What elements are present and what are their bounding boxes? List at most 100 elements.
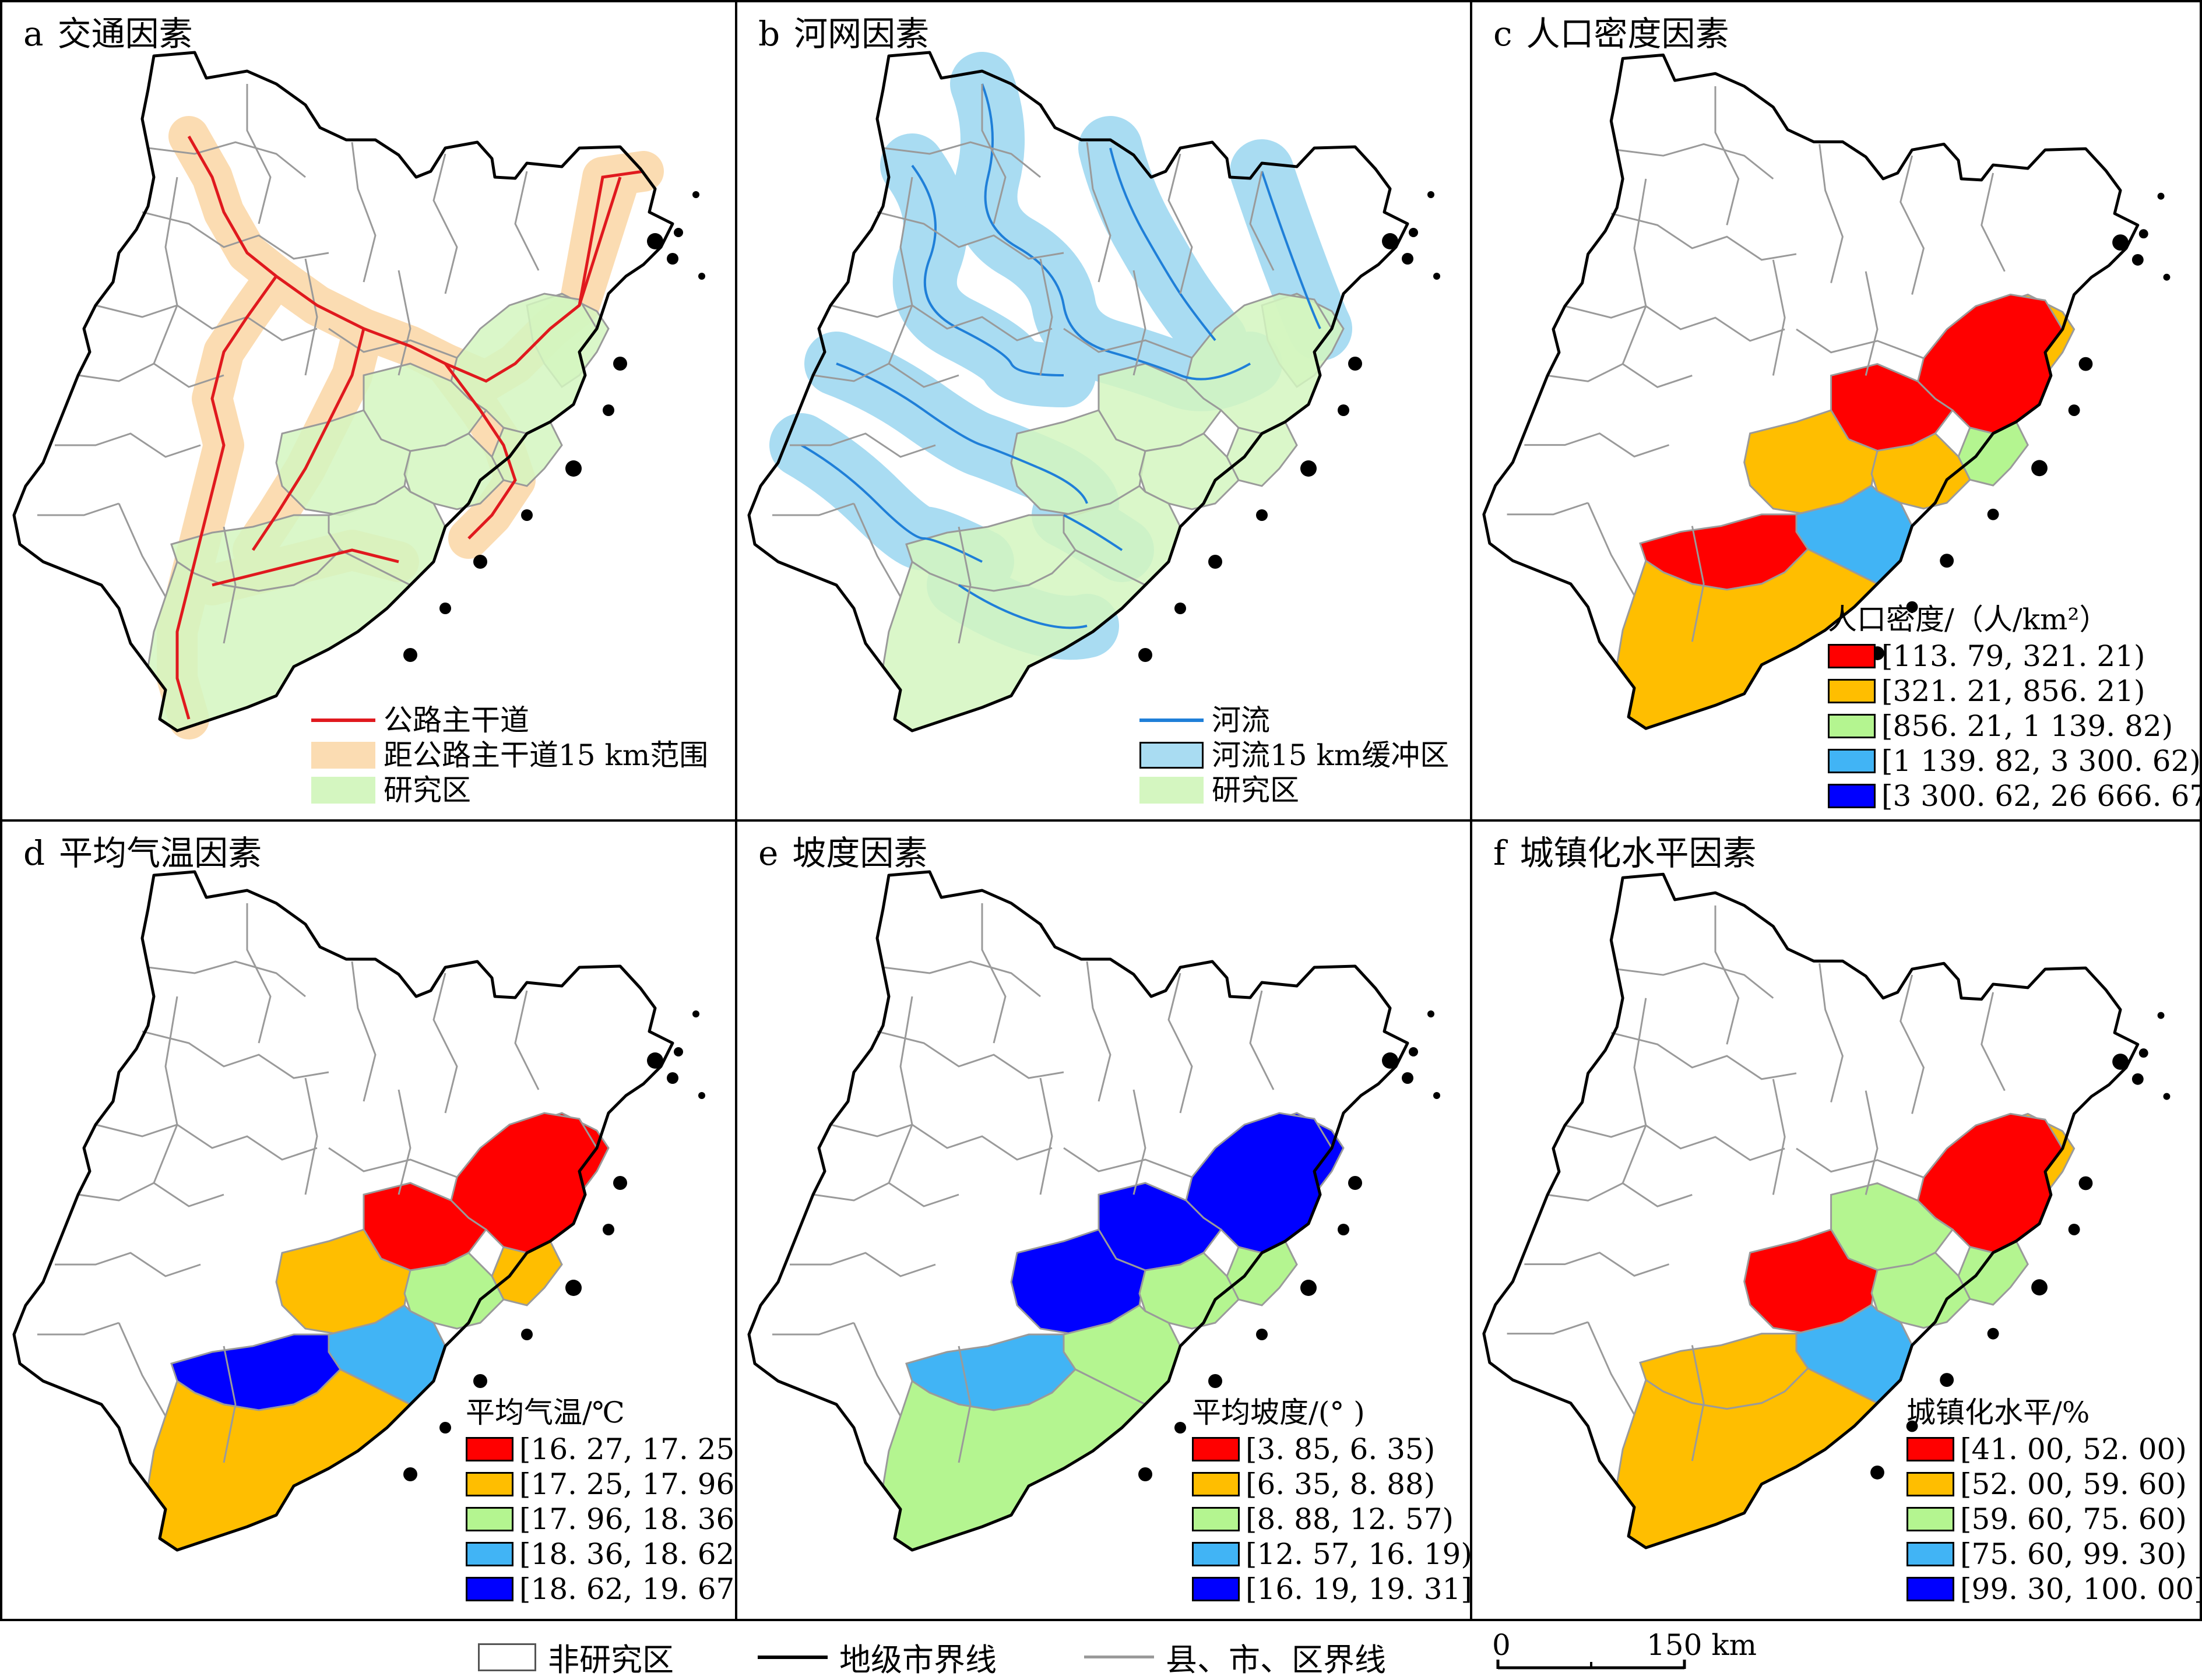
county-boundary <box>1564 305 1785 342</box>
county-boundary <box>1086 142 1111 283</box>
county-boundary <box>223 526 237 644</box>
study-region <box>1138 432 1240 510</box>
county-boundary <box>1900 974 1925 1114</box>
legend-class-label: [75. 60, 99. 30) <box>1960 1537 2187 1571</box>
legend-swatch <box>1192 1437 1240 1461</box>
island <box>521 509 533 521</box>
county-boundary <box>877 211 1064 260</box>
island <box>667 1072 678 1084</box>
island <box>1409 1047 1418 1056</box>
province-outline <box>12 870 674 1552</box>
county-boundary <box>55 432 201 458</box>
island <box>1256 1329 1268 1340</box>
island <box>2157 1012 2165 1019</box>
island <box>1208 1374 1222 1388</box>
county-boundary <box>328 327 458 359</box>
county-boundary <box>1564 1124 1785 1161</box>
county-boundary <box>514 990 540 1090</box>
island <box>2112 1054 2129 1070</box>
legend-class-label: [59. 60, 75. 60) <box>1960 1502 2187 1536</box>
legend-swatch <box>1906 1437 1954 1461</box>
county-boundary <box>351 961 377 1102</box>
scale-value: 150 km <box>1647 1628 1757 1662</box>
island <box>1382 233 1398 249</box>
river-line <box>801 444 983 563</box>
legend-item: 河流 <box>1139 703 1449 738</box>
island <box>1174 1422 1186 1434</box>
legend-class: [18. 62, 19. 67] <box>466 1572 735 1607</box>
island <box>2138 229 2148 239</box>
legend: 人口密度/（人/km²） [113. 79, 321. 21) [321. 21,… <box>1828 603 2202 813</box>
panel-title: b 河网因素 <box>758 14 930 54</box>
county-boundary <box>1714 905 1740 1045</box>
legend-swatch <box>1828 644 1876 668</box>
panel-title: d 平均气温因素 <box>23 833 262 873</box>
island <box>565 460 582 477</box>
legend-class-label: [99. 30, 100. 00] <box>1960 1572 2202 1606</box>
island <box>1348 1176 1362 1190</box>
legend-class: [41. 00, 52. 00) <box>1906 1432 2200 1467</box>
island <box>692 191 699 198</box>
panel-title: e 坡度因素 <box>758 833 928 873</box>
county-boundary <box>1610 213 1797 261</box>
legend-swatch <box>1192 1472 1240 1496</box>
county-boundary <box>1249 990 1275 1090</box>
county-boundary <box>1039 258 1053 376</box>
legend-class-label: [18. 36, 18. 62) <box>519 1537 737 1571</box>
county-boundary <box>1610 1031 1797 1080</box>
island <box>2031 1279 2048 1296</box>
scale-bar: 0 150 km <box>1480 1626 1807 1672</box>
island <box>1427 1010 1434 1017</box>
legend-class-label: [12. 57, 16. 19) <box>1246 1537 1472 1571</box>
legend-class-label: [856. 21, 1 139. 82) <box>1881 709 2173 743</box>
island <box>1906 1420 1918 1432</box>
county-boundary <box>328 1147 458 1178</box>
fujian-map <box>747 51 1440 732</box>
island <box>603 404 614 416</box>
legend-class-label: [321. 21, 856. 21) <box>1881 674 2145 708</box>
county-boundary <box>958 1346 972 1463</box>
county-boundary <box>37 502 119 516</box>
county-boundary <box>1865 1090 1879 1195</box>
panel-b: b 河网因素 河流 河流15 km缓冲区 研究区 <box>735 0 1472 822</box>
island <box>2131 253 2144 266</box>
legend-class-label: [17. 25, 17. 96) <box>519 1467 737 1501</box>
legend-class-label: [3 300. 62, 26 666. 67] <box>1881 779 2202 813</box>
island <box>1208 555 1222 569</box>
county-boundary <box>55 1252 201 1277</box>
county-boundary <box>1772 1079 1786 1195</box>
legend-swatch <box>1906 1472 1954 1496</box>
county-boundary <box>1900 155 1925 295</box>
legend-title: 人口密度/（人/km²） <box>1828 603 2109 636</box>
island <box>2131 1073 2144 1085</box>
island <box>439 603 451 614</box>
legend-swatch <box>1906 1577 1954 1601</box>
county-boundary <box>1086 961 1111 1102</box>
island <box>1256 509 1268 521</box>
legend-class: [99. 30, 100. 00] <box>1906 1572 2202 1607</box>
province-outline <box>12 51 674 732</box>
county-boundary <box>981 84 1007 224</box>
river-line <box>958 584 1088 629</box>
legend: 平均坡度/(° ) [3. 85, 6. 35) [6. 35, 8. 88) [8… <box>1192 1396 1472 1607</box>
county-boundary <box>1981 992 2006 1091</box>
island <box>613 357 627 371</box>
county-boundary <box>432 153 458 294</box>
island <box>674 228 683 237</box>
main-road <box>251 328 365 551</box>
county-boundary <box>1507 502 1589 516</box>
island <box>403 1467 417 1481</box>
island <box>2068 404 2080 416</box>
island <box>1402 1072 1413 1084</box>
island <box>1338 404 1349 416</box>
river-line <box>981 83 1251 381</box>
county-boundary <box>772 502 854 516</box>
panel-f: f 城镇化水平因素 城镇化水平/% [41. 00, 52. 00) [52. 00… <box>1470 819 2202 1621</box>
legend-swatch <box>466 1542 513 1566</box>
county-boundary <box>153 177 178 364</box>
legend-class-label: [17. 96, 18. 36) <box>519 1502 737 1536</box>
island <box>1427 191 1434 198</box>
county-boundary <box>95 304 318 341</box>
panel-title: a 交通因素 <box>23 14 193 54</box>
legend-swatch <box>1192 1542 1240 1566</box>
